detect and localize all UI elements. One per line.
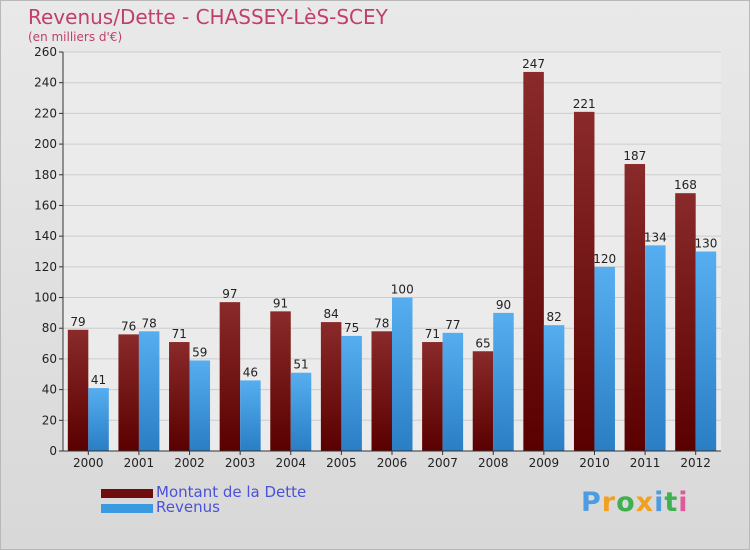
data-label-dette: 168: [674, 178, 697, 192]
bar-revenus: [240, 380, 261, 451]
legend-swatch-revenus: [101, 504, 153, 513]
logo-letter: t: [664, 487, 679, 518]
x-tick-label: 2006: [377, 456, 408, 470]
data-label-dette: 247: [522, 57, 545, 71]
x-tick-label: 2005: [326, 456, 357, 470]
y-tick-label: 20: [42, 413, 57, 427]
logo-letter: i: [678, 487, 689, 518]
data-label-dette: 79: [70, 315, 85, 329]
x-tick-label: 2004: [275, 456, 306, 470]
data-label-dette: 78: [374, 316, 389, 330]
bar-dette: [219, 302, 241, 451]
y-tick-label: 200: [34, 137, 57, 151]
x-tick-label: 2009: [529, 456, 560, 470]
bar-revenus: [645, 245, 666, 451]
data-label-revenus: 82: [546, 310, 561, 324]
data-label-dette: 187: [623, 149, 646, 163]
data-label-dette: 76: [121, 319, 136, 333]
x-tick-label: 2012: [680, 456, 711, 470]
bar-dette: [320, 322, 342, 451]
data-label-revenus: 78: [142, 316, 157, 330]
chart-subtitle: (en milliers d'€): [28, 30, 123, 44]
x-tick-label: 2007: [427, 456, 458, 470]
bars: 79 41 76 78 71 59 97 46 91 51 84 75 78 100 71 77 65 90 247…: [67, 57, 717, 451]
x-tick-label: 2008: [478, 456, 509, 470]
bar-revenus: [392, 297, 413, 451]
bar-dette: [422, 342, 443, 451]
data-label-revenus: 75: [344, 321, 359, 335]
logo-letter: P: [581, 487, 602, 518]
data-label-revenus: 100: [391, 283, 414, 297]
y-tick-label: 220: [34, 106, 57, 120]
data-label-revenus: 51: [293, 358, 308, 372]
bar-dette: [573, 111, 595, 451]
logo-letter: i: [654, 487, 665, 518]
x-tick-label: 2011: [630, 456, 661, 470]
bar-dette: [472, 351, 494, 451]
x-tick-label: 2001: [124, 456, 155, 470]
data-label-revenus: 46: [243, 365, 258, 379]
y-tick-label: 80: [42, 321, 57, 335]
bar-revenus: [88, 388, 109, 451]
bar-revenus: [290, 372, 312, 451]
data-label-revenus: 90: [496, 298, 511, 312]
y-tick-label: 40: [42, 383, 57, 397]
legend-label-dette: Montant de la Dette: [156, 483, 307, 501]
data-label-dette: 84: [323, 307, 338, 321]
data-label-revenus: 130: [694, 237, 717, 251]
y-tick-label: 180: [34, 168, 57, 182]
chart-title: Revenus/Dette - CHASSEY-LèS-SCEY: [28, 5, 388, 29]
x-tick-label: 2003: [225, 456, 256, 470]
y-tick-label: 160: [34, 198, 57, 212]
bar-dette: [169, 342, 190, 451]
data-label-revenus: 59: [192, 345, 207, 359]
legend-label-revenus: Revenus: [156, 498, 220, 516]
logo-letter: x: [635, 487, 655, 518]
y-tick-label: 260: [34, 45, 57, 59]
y-tick-label: 100: [34, 291, 57, 305]
bar-dette: [371, 331, 392, 451]
data-label-revenus: 120: [593, 252, 616, 266]
bar-revenus: [594, 266, 615, 451]
y-tick-label: 140: [34, 229, 57, 243]
bar-dette: [67, 329, 89, 451]
bar-revenus: [189, 360, 211, 451]
bar-revenus: [138, 331, 160, 451]
bar-revenus: [543, 325, 565, 451]
x-tick-label: 2000: [73, 456, 104, 470]
bar-revenus: [695, 251, 717, 451]
bar-dette: [118, 334, 139, 451]
data-label-dette: 65: [475, 336, 490, 350]
y-tick-label: 240: [34, 76, 57, 90]
y-tick-label: 120: [34, 260, 57, 274]
bar-revenus: [442, 332, 464, 451]
data-label-dette: 97: [222, 287, 237, 301]
legend-swatch-dette: [101, 489, 153, 498]
y-tick-label: 60: [42, 352, 57, 366]
data-label-revenus: 77: [445, 318, 460, 332]
data-label-dette: 71: [425, 327, 440, 341]
data-label-revenus: 41: [91, 373, 106, 387]
data-label-dette: 71: [172, 327, 187, 341]
y-axis: 0 20 40 60 80 100 120 140 160 180 200 220 240 260: [34, 45, 64, 458]
bar-dette: [270, 311, 291, 451]
bar-dette: [523, 71, 544, 451]
bar-dette: [675, 193, 696, 451]
proxiti-logo: Proxiti: [581, 487, 689, 518]
x-tick-label: 2002: [174, 456, 205, 470]
logo-letter: o: [616, 487, 636, 518]
data-label-dette: 91: [273, 296, 288, 310]
bar-revenus: [341, 335, 362, 451]
bar-dette: [624, 164, 646, 451]
y-tick-label: 0: [49, 444, 57, 458]
bar-revenus: [493, 312, 514, 451]
x-axis: 2000 2001 2002 2003 2004 2005 2006 2007 2008 2009…: [63, 450, 721, 470]
logo-letter: r: [601, 487, 617, 518]
x-tick-label: 2010: [579, 456, 610, 470]
data-label-revenus: 134: [644, 230, 667, 244]
data-label-dette: 221: [573, 97, 596, 111]
